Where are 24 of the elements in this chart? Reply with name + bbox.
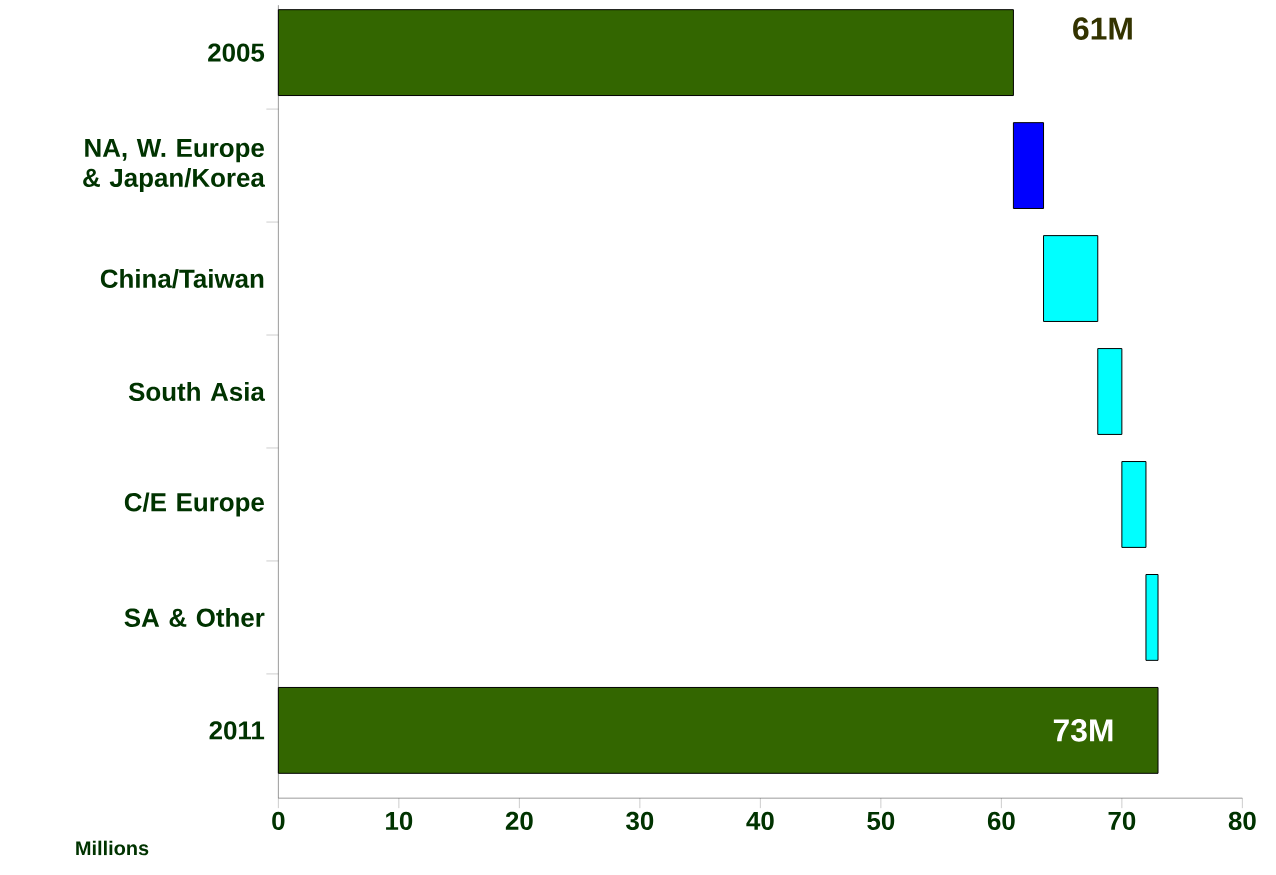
bar bbox=[1145, 574, 1159, 661]
y-tick-label: 2011 bbox=[209, 721, 265, 740]
data-label: 73M bbox=[1053, 719, 1113, 742]
y-tick-label: 2005 bbox=[208, 43, 265, 62]
x-tick-label: 20 bbox=[505, 811, 533, 831]
y-tick-label: South Asia bbox=[128, 381, 266, 402]
x-tick-label: 70 bbox=[1108, 811, 1136, 831]
x-tick-label: 50 bbox=[867, 811, 895, 831]
x-tick-label: 10 bbox=[386, 811, 413, 831]
y-tick-label: C/E Europe bbox=[124, 492, 264, 517]
y-tick-label: NA, W. Europe & Japan/Korea bbox=[83, 139, 265, 193]
bar bbox=[1012, 122, 1045, 209]
y-tick-label: SA & Other bbox=[124, 607, 265, 627]
x-tick-label: 0 bbox=[272, 811, 285, 831]
x-tick-label: 40 bbox=[746, 811, 774, 831]
y-tick-label: China/Taiwan bbox=[100, 268, 264, 289]
x-tick-label: 30 bbox=[626, 811, 654, 831]
bar bbox=[1121, 461, 1147, 548]
x-tick-label: 80 bbox=[1228, 811, 1256, 831]
data-label: 61M bbox=[1073, 17, 1132, 40]
x-axis-title: Millions bbox=[76, 840, 149, 856]
x-tick-label: 60 bbox=[987, 811, 1015, 831]
bar bbox=[1097, 348, 1123, 435]
bar bbox=[1043, 235, 1099, 322]
